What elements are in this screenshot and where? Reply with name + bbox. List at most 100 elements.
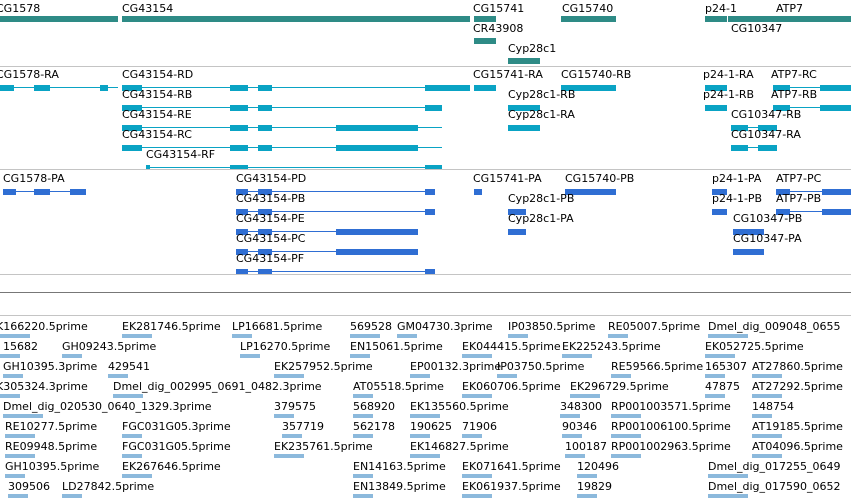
- est-feature-bar[interactable]: [570, 394, 600, 398]
- gene-label[interactable]: CG43154: [122, 2, 174, 15]
- gene-feature-bar[interactable]: [508, 58, 540, 64]
- est-feature-bar[interactable]: [62, 354, 82, 358]
- est-label[interactable]: 15682: [3, 340, 38, 353]
- est-feature-bar[interactable]: [708, 494, 748, 498]
- transcript-exon-block[interactable]: [100, 85, 108, 91]
- transcript-exon-block[interactable]: [425, 165, 442, 169]
- est-label[interactable]: 90346: [562, 420, 597, 433]
- transcript-label[interactable]: CG1578-RA: [0, 68, 59, 81]
- transcript-label[interactable]: CG43154-RB: [122, 88, 193, 101]
- est-feature-bar[interactable]: [462, 394, 492, 398]
- protein-cds-block[interactable]: [822, 209, 851, 215]
- protein-intron-line[interactable]: [236, 191, 435, 192]
- est-feature-bar[interactable]: [113, 394, 143, 398]
- transcript-intron-line[interactable]: [0, 87, 118, 88]
- est-feature-bar[interactable]: [562, 354, 592, 358]
- est-feature-bar[interactable]: [410, 414, 440, 418]
- protein-cds-block[interactable]: [733, 229, 764, 235]
- protein-cds-block[interactable]: [712, 209, 727, 215]
- protein-cds-block[interactable]: [336, 249, 418, 255]
- transcript-label[interactable]: p24-1-RA: [703, 68, 754, 81]
- est-label[interactable]: EK071641.5prime: [462, 460, 561, 473]
- transcript-exon-block[interactable]: [731, 125, 748, 131]
- est-feature-bar[interactable]: [122, 334, 152, 338]
- protein-cds-block[interactable]: [236, 269, 248, 274]
- est-feature-bar[interactable]: [752, 434, 782, 438]
- transcript-exon-block[interactable]: [773, 105, 790, 111]
- protein-cds-block[interactable]: [776, 209, 790, 215]
- protein-cds-block[interactable]: [733, 249, 764, 255]
- est-label[interactable]: EK146827.5prime: [410, 440, 509, 453]
- est-label[interactable]: EK061937.5prime: [462, 480, 561, 493]
- protein-label[interactable]: p24-1-PA: [712, 172, 762, 185]
- transcript-exon-block[interactable]: [820, 85, 851, 91]
- protein-label[interactable]: Cyp28c1-PB: [508, 192, 575, 205]
- est-feature-bar[interactable]: [508, 334, 528, 338]
- est-label[interactable]: GH09243.5prime: [62, 340, 157, 353]
- est-feature-bar[interactable]: [240, 354, 260, 358]
- est-feature-bar[interactable]: [350, 334, 380, 338]
- protein-cds-block[interactable]: [425, 189, 435, 195]
- est-feature-bar[interactable]: [3, 374, 23, 378]
- est-feature-bar[interactable]: [0, 334, 30, 338]
- est-feature-bar[interactable]: [562, 434, 582, 438]
- est-feature-bar[interactable]: [5, 434, 35, 438]
- est-label[interactable]: Dmel_dig_020530_0640_1329.3prime: [3, 400, 212, 413]
- transcript-label[interactable]: CG15741-RA: [473, 68, 543, 81]
- est-label[interactable]: EN14163.5prime: [353, 460, 446, 473]
- est-feature-bar[interactable]: [462, 434, 482, 438]
- gene-label[interactable]: CG15741: [473, 2, 525, 15]
- transcript-intron-line[interactable]: [731, 147, 777, 148]
- est-label[interactable]: GM04730.3prime: [397, 320, 493, 333]
- protein-label[interactable]: CG43154-PB: [236, 192, 306, 205]
- est-feature-bar[interactable]: [462, 354, 492, 358]
- est-feature-bar[interactable]: [62, 494, 82, 498]
- protein-cds-block[interactable]: [822, 189, 851, 195]
- transcript-exon-block[interactable]: [820, 105, 851, 111]
- est-label[interactable]: EK296729.5prime: [570, 380, 669, 393]
- est-label[interactable]: EN13849.5prime: [353, 480, 446, 493]
- protein-label[interactable]: CG43154-PD: [236, 172, 307, 185]
- est-label[interactable]: FGC031G05.5prime: [122, 440, 231, 453]
- transcript-exon-block[interactable]: [230, 145, 248, 151]
- est-label[interactable]: EK225243.5prime: [562, 340, 661, 353]
- protein-label[interactable]: ATP7-PC: [776, 172, 822, 185]
- est-label[interactable]: 100187: [565, 440, 607, 453]
- transcript-intron-line[interactable]: [773, 107, 851, 108]
- transcript-exon-block[interactable]: [508, 105, 540, 111]
- gene-label[interactable]: p24-1: [705, 2, 737, 15]
- protein-cds-block[interactable]: [3, 189, 16, 195]
- transcript-exon-block[interactable]: [758, 125, 777, 131]
- est-label[interactable]: GH10395.5prime: [5, 460, 100, 473]
- transcript-exon-block[interactable]: [34, 85, 50, 91]
- transcript-exon-block[interactable]: [561, 85, 616, 91]
- transcript-intron-line[interactable]: [122, 147, 442, 148]
- gene-feature-bar[interactable]: [775, 16, 851, 22]
- est-feature-bar[interactable]: [274, 414, 294, 418]
- gene-label[interactable]: CR43908: [473, 22, 524, 35]
- protein-cds-block[interactable]: [776, 189, 790, 195]
- est-label[interactable]: Dmel_dig_017590_0652: [708, 480, 841, 493]
- est-feature-bar[interactable]: [8, 494, 28, 498]
- protein-intron-line[interactable]: [236, 231, 418, 232]
- gene-feature-bar[interactable]: [705, 16, 727, 22]
- est-label[interactable]: AT27860.5prime: [752, 360, 843, 373]
- protein-cds-block[interactable]: [236, 229, 248, 235]
- transcript-exon-block[interactable]: [0, 85, 14, 91]
- est-label[interactable]: 357719: [282, 420, 324, 433]
- protein-cds-block[interactable]: [425, 209, 435, 215]
- est-label[interactable]: EK052725.5prime: [705, 340, 804, 353]
- est-feature-bar[interactable]: [353, 414, 373, 418]
- est-feature-bar[interactable]: [705, 394, 725, 398]
- est-feature-bar[interactable]: [274, 454, 304, 458]
- protein-intron-line[interactable]: [236, 251, 418, 252]
- protein-cds-block[interactable]: [70, 189, 86, 195]
- est-label[interactable]: EK267646.5prime: [122, 460, 221, 473]
- protein-label[interactable]: ATP7-PB: [776, 192, 822, 205]
- protein-cds-block[interactable]: [508, 229, 526, 235]
- gene-feature-bar[interactable]: [728, 16, 777, 22]
- transcript-label[interactable]: p24-1-RB: [703, 88, 755, 101]
- gene-feature-bar[interactable]: [474, 38, 496, 44]
- est-label[interactable]: LP16270.5prime: [240, 340, 331, 353]
- protein-cds-block[interactable]: [508, 209, 526, 215]
